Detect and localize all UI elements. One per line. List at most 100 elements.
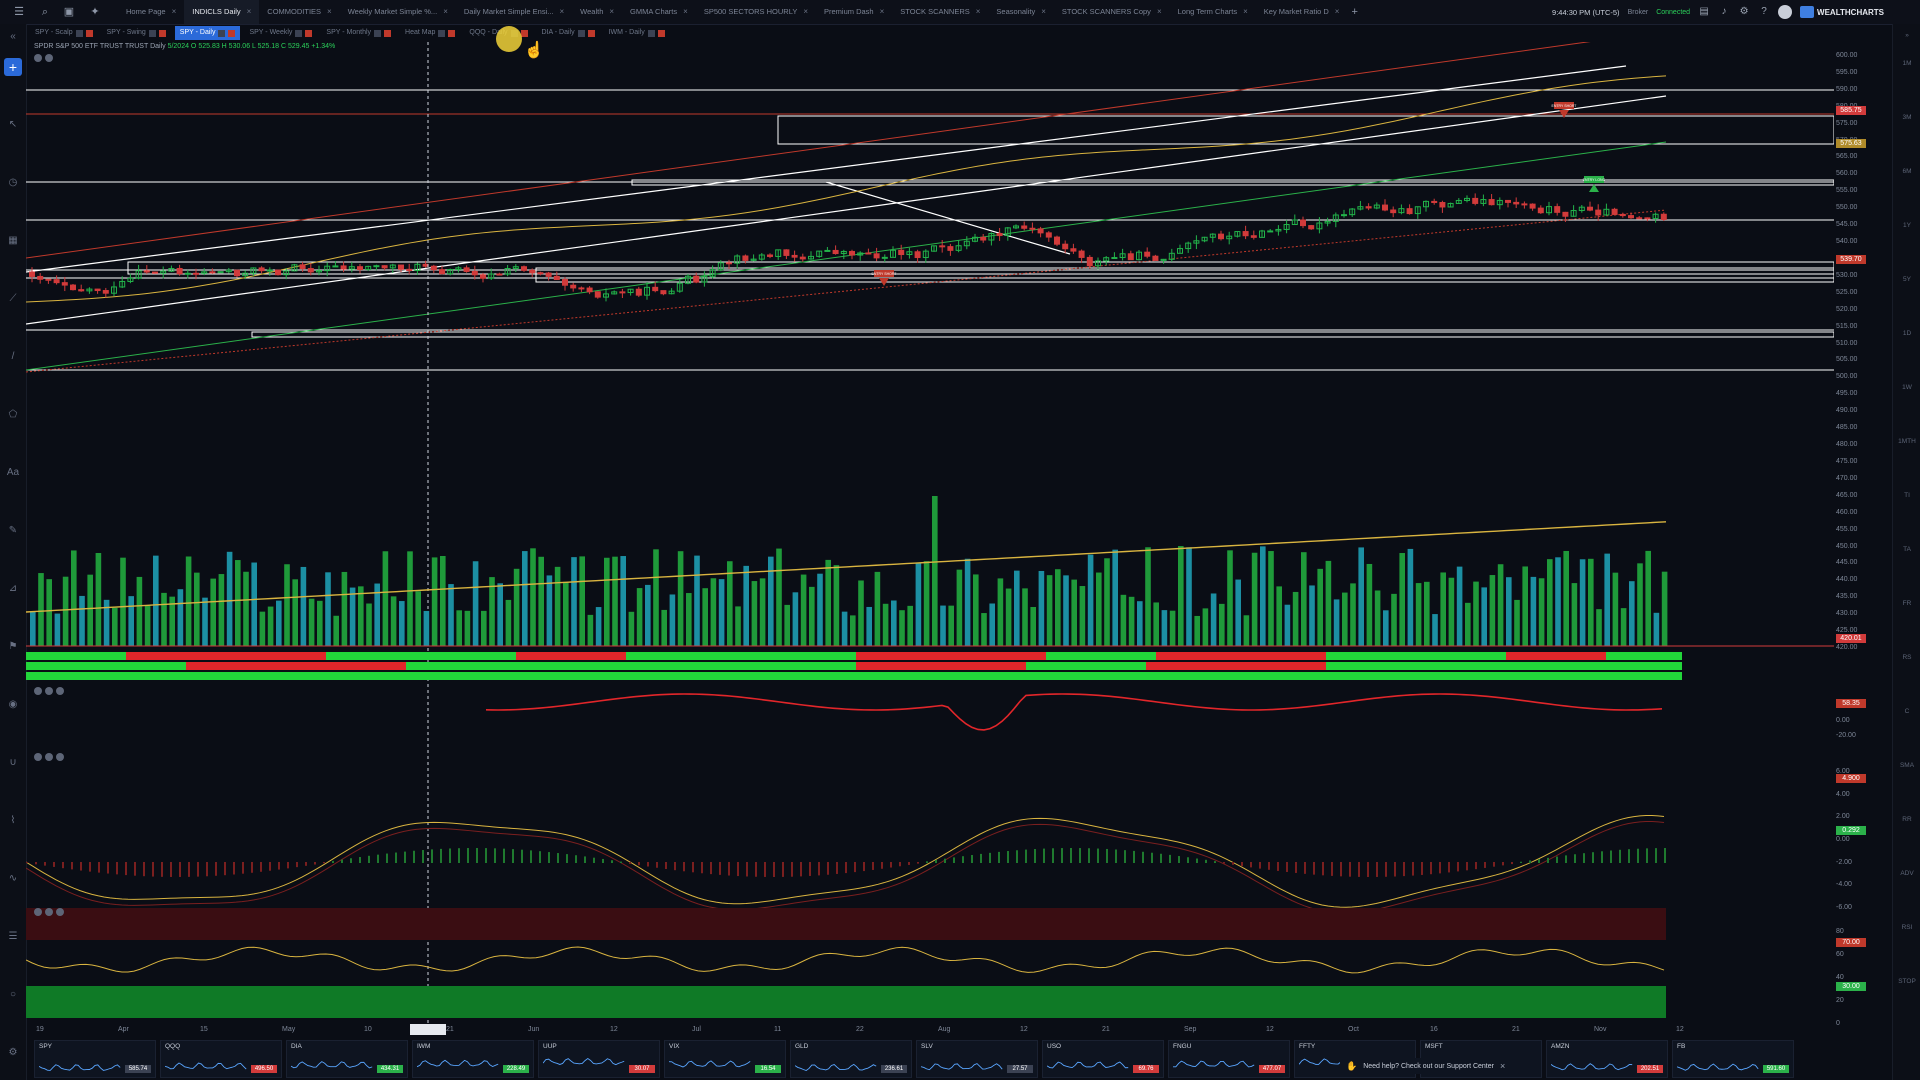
link-icon[interactable] xyxy=(438,29,446,37)
timeframe-button[interactable]: TI xyxy=(1904,492,1910,499)
timeframe-button[interactable]: 1MTH xyxy=(1898,438,1916,445)
eye-icon[interactable] xyxy=(34,753,42,761)
workspace-tab[interactable]: Home Page × xyxy=(118,0,184,24)
workspace-tab[interactable]: COMMODITIES × xyxy=(259,0,339,24)
gear-icon[interactable] xyxy=(45,54,53,62)
help-icon[interactable]: ? xyxy=(1761,6,1767,17)
color-tag-icon[interactable] xyxy=(587,29,595,37)
calendar-tool-icon[interactable]: ▦ xyxy=(8,235,18,246)
close-tab-icon[interactable]: × xyxy=(1334,7,1340,16)
close-icon[interactable] xyxy=(56,687,64,695)
link-icon[interactable] xyxy=(295,29,303,37)
timeframe-button[interactable]: 1D xyxy=(1902,330,1912,337)
trend-channel-lower[interactable] xyxy=(26,209,1667,373)
close-icon[interactable]: × xyxy=(1499,1061,1506,1071)
time-axis[interactable]: 19 Apr 15 May 10 21 Jun 12 Jul 11 22 Aug 12 21 Sep 12 Oc… xyxy=(26,1024,1834,1038)
chevron-right-icon[interactable]: » xyxy=(1905,32,1909,39)
workspace-tab[interactable]: Weekly Market Simple %... × xyxy=(340,0,456,24)
ticker-card[interactable]: FB 591.60 xyxy=(1672,1040,1794,1078)
add-tab-icon[interactable]: + xyxy=(1351,6,1358,18)
close-tab-icon[interactable]: × xyxy=(803,7,808,16)
close-tab-icon[interactable]: × xyxy=(1243,7,1248,16)
settings-tool-icon[interactable]: ⚙ xyxy=(8,1047,18,1058)
link-icon[interactable] xyxy=(647,29,655,37)
color-tag-icon[interactable] xyxy=(158,29,166,37)
price-axis[interactable]: 600.00595.00590.00580.00575.00570.00565.… xyxy=(1834,42,1890,1032)
ticker-card[interactable]: QQQ 496.50 xyxy=(160,1040,282,1078)
save-icon[interactable]: ▤ xyxy=(1699,6,1709,17)
workspace-tab[interactable]: Key Market Ratio D × xyxy=(1256,0,1348,24)
close-tab-icon[interactable]: × xyxy=(171,7,177,16)
cursor-tool-icon[interactable]: ↖ xyxy=(8,119,18,130)
trend-line[interactable] xyxy=(26,95,1667,325)
timeframe-button[interactable]: 5Y xyxy=(1903,276,1911,283)
chart-tab[interactable]: SPY - Scalp xyxy=(30,26,98,40)
link-icon[interactable] xyxy=(75,29,83,37)
ticker-card[interactable]: SPY 585.74 xyxy=(34,1040,156,1078)
timeframe-button[interactable]: 6M xyxy=(1902,168,1912,175)
workspace-tab[interactable]: STOCK SCANNERS Copy × xyxy=(1054,0,1170,24)
avatar[interactable] xyxy=(1778,5,1793,19)
measure-tool-icon[interactable]: ⊿ xyxy=(8,583,18,594)
link-icon[interactable] xyxy=(577,29,585,37)
timeframe-button[interactable]: RR xyxy=(1902,816,1912,823)
pane3-controls[interactable] xyxy=(34,908,64,916)
broker-label[interactable]: Broker xyxy=(1627,8,1649,16)
trend-tool-icon[interactable]: ⟋ xyxy=(9,293,17,304)
chart-tab[interactable]: Heat Map xyxy=(400,26,460,40)
zone-box[interactable] xyxy=(535,267,1834,283)
search-icon[interactable]: ⌕ xyxy=(41,6,49,18)
ticker-card[interactable]: UUP 30.07 xyxy=(538,1040,660,1078)
color-tag-icon[interactable] xyxy=(85,29,93,37)
bell-icon[interactable]: ♪ xyxy=(1721,6,1727,17)
ticker-card[interactable]: VIX 16.54 xyxy=(664,1040,786,1078)
close-tab-icon[interactable]: × xyxy=(609,7,615,16)
pane1-controls[interactable] xyxy=(34,687,64,695)
workspace-tab[interactable]: Premium Dash × xyxy=(816,0,892,24)
close-tab-icon[interactable]: × xyxy=(1156,7,1162,16)
timeframe-button[interactable]: RSI xyxy=(1901,924,1913,931)
shape-tool-icon[interactable]: ⬠ xyxy=(8,409,18,420)
color-tag-icon[interactable] xyxy=(228,29,236,37)
zone-box[interactable] xyxy=(631,179,1834,186)
magnet-tool-icon[interactable]: ∪ xyxy=(9,757,17,768)
ticker-card[interactable]: GLD 236.61 xyxy=(790,1040,912,1078)
add-button[interactable]: + xyxy=(4,58,22,76)
ticker-card[interactable]: AMZN 202.51 xyxy=(1546,1040,1668,1078)
wave-tool-icon[interactable]: ∿ xyxy=(8,873,18,884)
color-tag-icon[interactable] xyxy=(657,29,665,37)
workspace-tab[interactable]: Seasonality × xyxy=(988,0,1053,24)
ticker-card[interactable]: SLV 27.57 xyxy=(916,1040,1038,1078)
ticker-card[interactable]: FNGU 477.07 xyxy=(1168,1040,1290,1078)
link-icon[interactable] xyxy=(218,29,226,37)
trend-line[interactable] xyxy=(26,65,1627,273)
eye-icon[interactable] xyxy=(34,908,42,916)
text-tool-icon[interactable]: Aa xyxy=(6,467,20,478)
close-tab-icon[interactable]: × xyxy=(327,7,332,16)
support-banner[interactable]: ✋ Need help? Check out our Support Cente… xyxy=(1340,1058,1512,1074)
green-trend-line[interactable] xyxy=(26,141,1667,371)
gear-icon[interactable]: ⚙ xyxy=(1739,6,1749,17)
gear-icon[interactable] xyxy=(45,687,53,695)
chart-tab[interactable]: SPY - Monthly xyxy=(321,26,396,40)
layers-tool-icon[interactable]: ☰ xyxy=(8,931,18,942)
chart-tool-icon[interactable]: ⌇ xyxy=(10,815,16,826)
link-icon[interactable] xyxy=(374,29,382,37)
chart-canvas[interactable]: ENTRY SHORT ENTRY SHORT ENTRY LONG xyxy=(26,42,1834,1024)
lock-tool-icon[interactable]: ○ xyxy=(9,989,17,1000)
eye-icon[interactable] xyxy=(34,54,42,62)
workspace-tab[interactable]: Wealth × xyxy=(572,0,622,24)
clock-tool-icon[interactable]: ◷ xyxy=(8,177,18,188)
brush-tool-icon[interactable]: ✎ xyxy=(8,525,18,536)
chart-tab[interactable]: IWM - Daily xyxy=(604,26,670,40)
timeframe-button[interactable]: C xyxy=(1904,708,1910,715)
timeframe-button[interactable]: ADV xyxy=(1900,870,1914,877)
close-tab-icon[interactable]: × xyxy=(443,7,448,16)
zone-box[interactable] xyxy=(777,115,1834,145)
close-tab-icon[interactable]: × xyxy=(559,7,565,16)
workspace-tab[interactable]: Daily Market Simple Ensi... × xyxy=(456,0,572,24)
ai-icon[interactable]: ✦ xyxy=(90,6,100,18)
timeframe-button[interactable]: STOP xyxy=(1898,978,1916,985)
eye-tool-icon[interactable]: ◉ xyxy=(8,699,18,710)
color-tag-icon[interactable] xyxy=(384,29,392,37)
